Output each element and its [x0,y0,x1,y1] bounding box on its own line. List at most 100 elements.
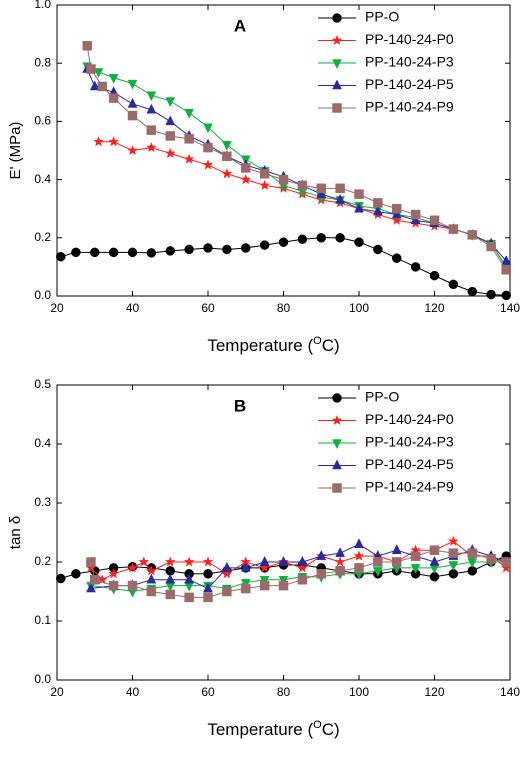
series-line [98,141,507,268]
marker [221,561,232,572]
marker [392,203,402,214]
x-tick-label: 20 [50,301,64,315]
marker [165,97,176,108]
marker [127,580,138,591]
marker [93,68,104,78]
marker [203,123,213,134]
marker [165,246,175,256]
x-tick-label: 100 [349,685,369,699]
y-tick-label: 0.2 [34,554,51,568]
x-tick-label: 80 [277,685,291,699]
x-tick-label: 20 [50,685,64,699]
marker [297,555,308,566]
marker [335,547,346,557]
y-tick-label: 0.4 [34,172,51,186]
marker [222,244,232,255]
marker [259,179,271,191]
y-tick-label: 0.4 [34,436,51,450]
marker [429,555,440,566]
marker [486,241,496,252]
marker [501,255,512,265]
marker [184,108,195,119]
marker [354,189,364,199]
marker [90,247,100,258]
marker [316,569,326,579]
y-tick-label: 1.0 [34,0,51,11]
marker [203,582,213,593]
marker [127,562,138,573]
marker [278,555,289,566]
marker [202,556,214,567]
marker [332,79,342,90]
x-axis-label-part: C) [322,336,340,355]
marker [240,561,251,572]
x-tick-label: 140 [500,685,520,699]
marker [447,535,459,546]
marker [184,573,195,584]
marker [278,174,289,185]
marker [221,140,232,151]
marker [240,173,252,185]
marker [89,80,100,91]
marker [184,134,194,144]
marker [71,247,81,258]
marker [448,224,459,234]
marker [108,568,120,579]
marker [278,237,289,247]
y-tick-label: 0.3 [34,495,51,509]
y-tick-label: 0.0 [34,288,51,302]
marker [467,558,478,569]
marker [332,59,342,70]
x-tick-label: 100 [349,301,369,315]
marker [165,115,176,126]
marker [316,550,327,560]
marker [93,136,104,147]
y-tick-label: 0.1 [34,613,51,627]
marker [145,565,157,576]
x-tick-label: 60 [201,301,215,315]
marker [146,125,157,135]
marker [410,209,421,220]
marker [165,131,175,141]
marker [146,248,157,258]
marker [334,556,346,567]
marker [354,538,364,549]
marker [372,567,383,577]
marker [297,234,308,245]
marker [259,580,270,591]
marker [71,569,81,579]
marker [372,205,383,216]
legend-label: PP-140-24-P9 [365,479,454,495]
marker [56,573,66,584]
marker [203,142,213,153]
marker [146,91,157,102]
marker [373,244,383,255]
y-axis-label: tan δ [7,516,24,549]
marker [501,557,511,567]
marker [127,97,138,108]
marker [467,230,477,240]
marker [332,13,342,23]
marker [146,586,157,597]
marker [332,459,342,470]
legend-label: PP-O [365,9,399,25]
y-tick-label: 0.0 [34,672,51,686]
marker [127,247,138,258]
marker [332,439,342,450]
marker [354,563,364,573]
legend-label: PP-140-24-P3 [365,54,454,70]
x-tick-label: 40 [126,685,140,699]
marker [410,564,421,574]
legend-label: PP-140-24-P9 [365,99,454,115]
marker [146,573,157,584]
x-tick-label: 80 [277,301,291,315]
y-tick-label: 0.6 [34,114,51,128]
marker [259,575,270,586]
marker [202,159,214,170]
y-tick-label: 0.8 [34,55,51,69]
marker [108,74,119,84]
plot-frame [56,384,511,681]
marker [108,247,119,258]
